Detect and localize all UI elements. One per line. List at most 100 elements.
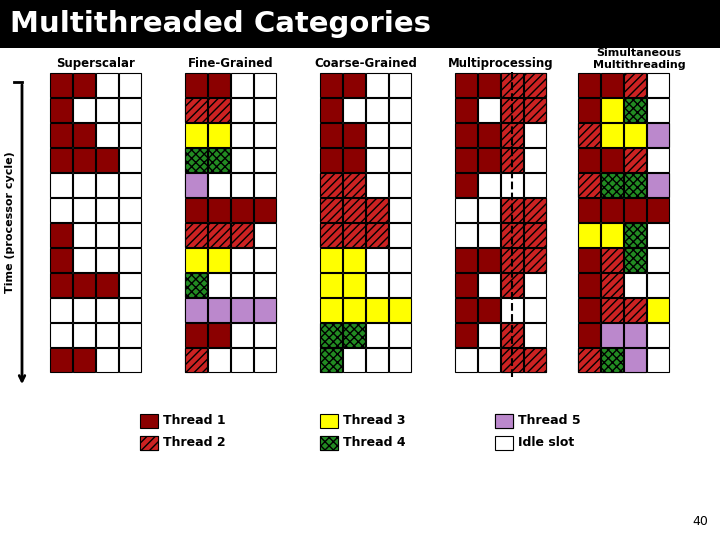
Bar xyxy=(624,223,646,247)
Bar xyxy=(343,323,365,347)
Bar xyxy=(208,273,230,297)
Bar xyxy=(601,348,623,372)
Bar xyxy=(50,198,72,222)
Bar xyxy=(320,98,342,122)
Bar xyxy=(578,298,600,322)
Bar xyxy=(208,173,230,197)
Bar xyxy=(478,248,500,272)
Bar xyxy=(320,323,342,347)
Bar xyxy=(254,73,276,97)
Bar xyxy=(73,323,95,347)
Bar xyxy=(140,436,158,450)
Bar xyxy=(185,298,207,322)
Bar xyxy=(208,73,230,97)
Bar xyxy=(185,123,207,147)
Bar xyxy=(578,123,600,147)
Bar xyxy=(524,73,546,97)
Bar xyxy=(185,173,207,197)
Bar xyxy=(578,248,600,272)
Bar xyxy=(647,348,669,372)
Bar xyxy=(601,298,623,322)
Bar xyxy=(366,248,388,272)
Bar xyxy=(343,223,365,247)
Bar xyxy=(208,148,230,172)
Bar xyxy=(343,323,365,347)
Bar xyxy=(501,173,523,197)
Bar xyxy=(524,98,546,122)
Bar xyxy=(389,148,411,172)
Bar xyxy=(320,248,342,272)
Bar xyxy=(601,248,623,272)
Bar xyxy=(185,223,207,247)
Bar xyxy=(601,223,623,247)
Bar xyxy=(601,98,623,122)
Bar xyxy=(478,148,500,172)
Bar xyxy=(208,148,230,172)
Bar xyxy=(343,198,365,222)
Bar xyxy=(524,223,546,247)
Bar xyxy=(524,248,546,272)
Bar xyxy=(478,298,500,322)
Bar xyxy=(96,148,118,172)
Bar xyxy=(343,298,365,322)
Bar xyxy=(231,223,253,247)
Bar xyxy=(578,173,600,197)
Bar xyxy=(185,323,207,347)
Bar xyxy=(578,223,600,247)
Bar xyxy=(501,198,523,222)
Bar xyxy=(50,123,72,147)
Text: Time (processor cycle): Time (processor cycle) xyxy=(5,151,15,293)
Bar xyxy=(119,98,141,122)
Bar xyxy=(119,323,141,347)
Bar xyxy=(320,123,342,147)
Bar xyxy=(478,173,500,197)
Bar xyxy=(320,148,342,172)
Bar xyxy=(320,348,342,372)
Text: Superscalar: Superscalar xyxy=(57,57,135,70)
Bar xyxy=(320,414,338,428)
Bar xyxy=(343,198,365,222)
Bar xyxy=(647,273,669,297)
Bar xyxy=(254,298,276,322)
Bar xyxy=(231,98,253,122)
Bar xyxy=(624,323,646,347)
Bar xyxy=(254,298,276,322)
Bar xyxy=(185,173,207,197)
Bar xyxy=(524,348,546,372)
Bar xyxy=(647,148,669,172)
Bar xyxy=(343,173,365,197)
Bar xyxy=(624,248,646,272)
Bar xyxy=(455,273,477,297)
Bar xyxy=(501,273,523,297)
Bar xyxy=(389,98,411,122)
Bar xyxy=(578,73,600,97)
Bar xyxy=(624,98,646,122)
Bar xyxy=(501,348,523,372)
Bar xyxy=(208,248,230,272)
Bar xyxy=(254,173,276,197)
Bar xyxy=(208,348,230,372)
Bar xyxy=(73,73,95,97)
Bar xyxy=(389,273,411,297)
Bar xyxy=(501,73,523,97)
Bar xyxy=(254,198,276,222)
Bar xyxy=(185,248,207,272)
Bar xyxy=(389,348,411,372)
Bar xyxy=(389,198,411,222)
Bar xyxy=(231,348,253,372)
Bar xyxy=(478,273,500,297)
Text: Thread 3: Thread 3 xyxy=(343,415,405,428)
Bar xyxy=(578,348,600,372)
Bar xyxy=(231,123,253,147)
Bar xyxy=(231,198,253,222)
Text: Thread 5: Thread 5 xyxy=(518,415,580,428)
Bar xyxy=(366,323,388,347)
Bar xyxy=(624,73,646,97)
Bar xyxy=(601,173,623,197)
Bar xyxy=(501,98,523,122)
Bar xyxy=(478,73,500,97)
Bar xyxy=(501,223,523,247)
Bar xyxy=(50,223,72,247)
Bar xyxy=(524,323,546,347)
Bar xyxy=(366,273,388,297)
